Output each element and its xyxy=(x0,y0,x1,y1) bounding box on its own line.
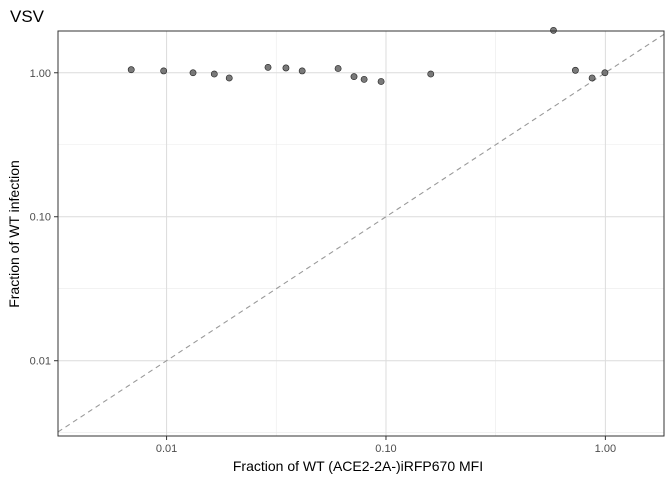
data-point xyxy=(225,74,233,82)
minor-gridlines xyxy=(58,31,664,436)
data-point xyxy=(282,64,290,72)
y-axis-ticks: 0.01 0.10 1.00 xyxy=(30,68,58,368)
data-point xyxy=(427,70,435,78)
y-tick-label: 1.00 xyxy=(30,68,51,80)
x-tick-label: 1.00 xyxy=(595,443,616,455)
x-axis-label: Fraction of WT (ACE2-2A-)iRFP670 MFI xyxy=(233,458,483,474)
data-point xyxy=(350,73,358,81)
data-point xyxy=(377,78,385,85)
data-point xyxy=(334,65,342,72)
data-point xyxy=(601,69,609,77)
data-points xyxy=(127,26,609,85)
data-point xyxy=(189,69,197,77)
y-tick-label: 0.10 xyxy=(30,212,51,224)
panel-border xyxy=(57,30,665,437)
reference-line-y-equals-x xyxy=(57,33,665,433)
data-point xyxy=(264,63,272,71)
data-point xyxy=(210,70,218,78)
y-axis-label: Fraction of WT infection xyxy=(6,160,22,308)
data-point xyxy=(298,67,306,75)
data-point xyxy=(160,67,168,75)
y-tick-label: 0.01 xyxy=(30,356,51,368)
major-gridlines xyxy=(58,31,664,436)
data-point xyxy=(127,66,135,74)
x-tick-label: 0.10 xyxy=(375,443,396,455)
data-point xyxy=(571,66,579,74)
data-point xyxy=(360,75,368,83)
data-point xyxy=(550,26,557,34)
chart-title: VSV xyxy=(10,7,45,26)
x-tick-label: 0.01 xyxy=(156,443,177,455)
data-point xyxy=(588,74,596,82)
x-axis-ticks: 0.01 0.10 1.00 xyxy=(156,436,616,455)
